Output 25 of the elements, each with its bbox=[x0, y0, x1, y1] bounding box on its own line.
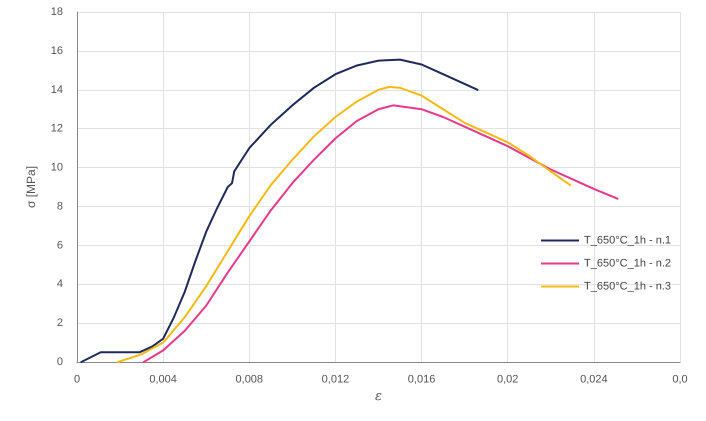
x-tick-label: 0,016 bbox=[408, 374, 436, 386]
x-tick-label: 0,008 bbox=[236, 374, 264, 386]
legend-label: T_650°C_1h - n.2 bbox=[584, 258, 671, 270]
y-tick-label: 6 bbox=[56, 239, 63, 252]
y-tick-label: 16 bbox=[50, 44, 63, 57]
x-axis-title: ε bbox=[375, 388, 382, 404]
legend-label: T_650°C_1h - n.1 bbox=[584, 234, 671, 246]
y-tick-label: 12 bbox=[50, 122, 63, 135]
y-tick-label: 0 bbox=[56, 356, 63, 368]
line-series bbox=[116, 86, 572, 363]
y-tick-label: 8 bbox=[56, 200, 63, 212]
y-tick-label: 10 bbox=[50, 162, 63, 174]
y-tick-label: 2 bbox=[56, 317, 63, 330]
line-series bbox=[80, 58, 479, 363]
x-tick-label: 0,02 bbox=[497, 374, 518, 386]
y-tick-label: 4 bbox=[56, 278, 63, 290]
legend-label: T_650°C_1h - n.3 bbox=[584, 280, 671, 292]
x-tick-label: 0,0 bbox=[672, 374, 688, 386]
x-tick-label: 0 bbox=[74, 374, 80, 386]
y-tick-label: 18 bbox=[50, 6, 63, 18]
y-tick-label: 14 bbox=[50, 84, 63, 96]
x-tick-label: 0,004 bbox=[149, 374, 177, 386]
x-tick-label: 0,024 bbox=[580, 374, 608, 386]
y-axis-title: σ [MPa] bbox=[24, 166, 38, 208]
x-tick-label: 0,012 bbox=[322, 374, 350, 386]
